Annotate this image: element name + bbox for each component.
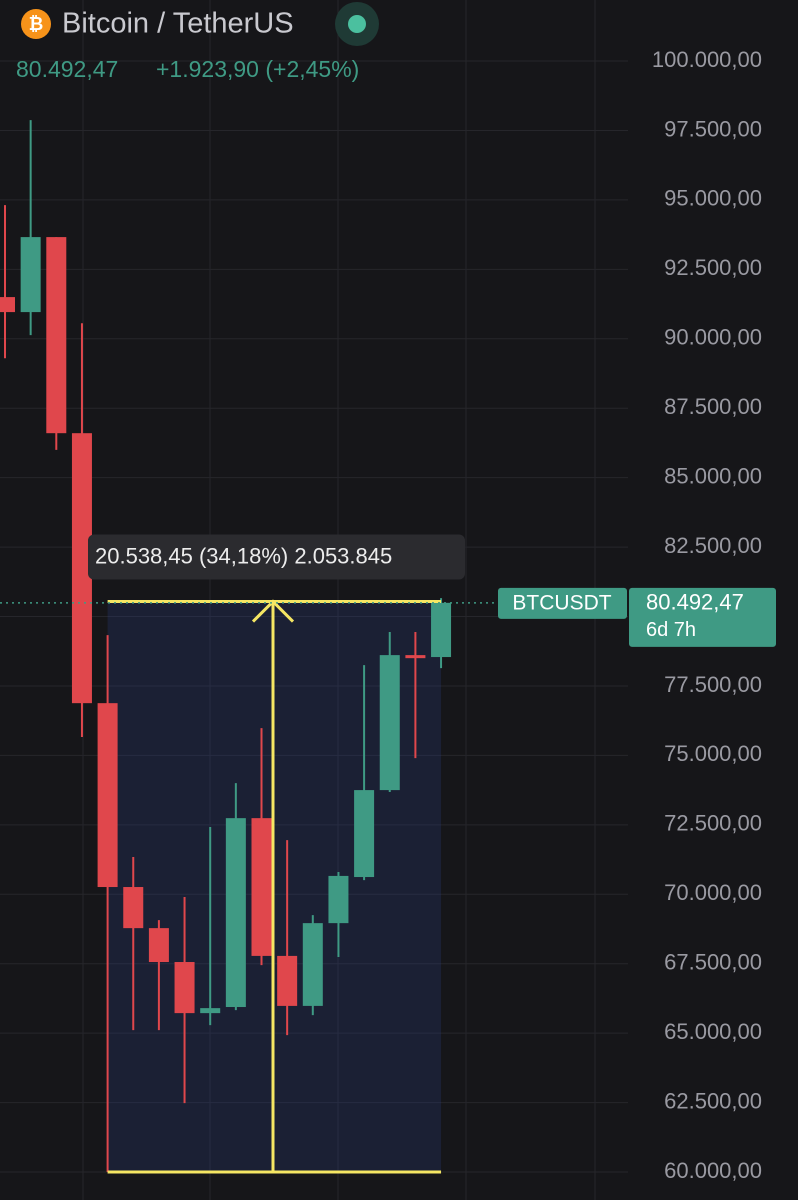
header-change: +1.923,90 (+2,45%) (156, 56, 359, 82)
y-tick-label: 82.500,00 (664, 533, 762, 558)
status-dot (348, 15, 366, 33)
candle-body (251, 818, 272, 956)
measure-label: 20.538,45 (34,18%) 2.053.845 (95, 543, 392, 568)
candle-body (277, 955, 298, 1006)
price-tag (629, 587, 776, 647)
bitcoin-symbol: ₿ (29, 14, 44, 34)
y-tick-label: 95.000,00 (664, 186, 762, 211)
candle-body (302, 923, 323, 1006)
symbol-tag (498, 587, 627, 619)
y-tick-label: 100.000,00 (652, 47, 762, 72)
y-tick-label: 92.500,00 (664, 255, 762, 280)
candle-body (123, 887, 144, 929)
candle-body (20, 237, 41, 313)
candle-body (71, 433, 92, 704)
y-tick-label: 72.500,00 (664, 811, 762, 836)
candle-body (225, 818, 246, 1008)
price-tag-label: 80.492,47 (646, 590, 744, 615)
y-tick-label: 87.500,00 (664, 394, 762, 419)
candle-body (148, 928, 169, 963)
y-tick-label: 77.500,00 (664, 672, 762, 697)
y-tick-label: 65.000,00 (664, 1019, 762, 1044)
y-tick-label: 67.500,00 (664, 950, 762, 975)
y-tick-label: 85.000,00 (664, 463, 762, 488)
candle-body (46, 237, 67, 434)
header-price: 80.492,47 (16, 56, 118, 82)
candle-body (0, 297, 15, 313)
y-tick-label: 90.000,00 (664, 325, 762, 350)
chart-title: Bitcoin / TetherUS (62, 8, 294, 40)
bitcoin-icon (21, 9, 51, 39)
candle-body (328, 875, 349, 924)
symbol-label: BTCUSDT (512, 591, 611, 614)
candle-body (405, 655, 426, 659)
candle-body (97, 703, 118, 888)
measure-label-box (88, 534, 465, 580)
candle-body (431, 602, 452, 658)
y-tick-label: 62.500,00 (664, 1088, 762, 1113)
plot (0, 120, 452, 1174)
y-tick-label: 97.500,00 (664, 116, 762, 141)
candle-body (354, 790, 375, 878)
measure-arrowhead (251, 599, 295, 623)
candle-body (174, 962, 195, 1014)
y-tick-label: 70.000,00 (664, 880, 762, 905)
candle-body (379, 655, 400, 791)
y-tick-label: 75.000,00 (664, 741, 762, 766)
countdown-label: 6d 7h (646, 619, 696, 641)
y-tick-label: 60.000,00 (664, 1158, 762, 1183)
candle-body (200, 1008, 221, 1014)
